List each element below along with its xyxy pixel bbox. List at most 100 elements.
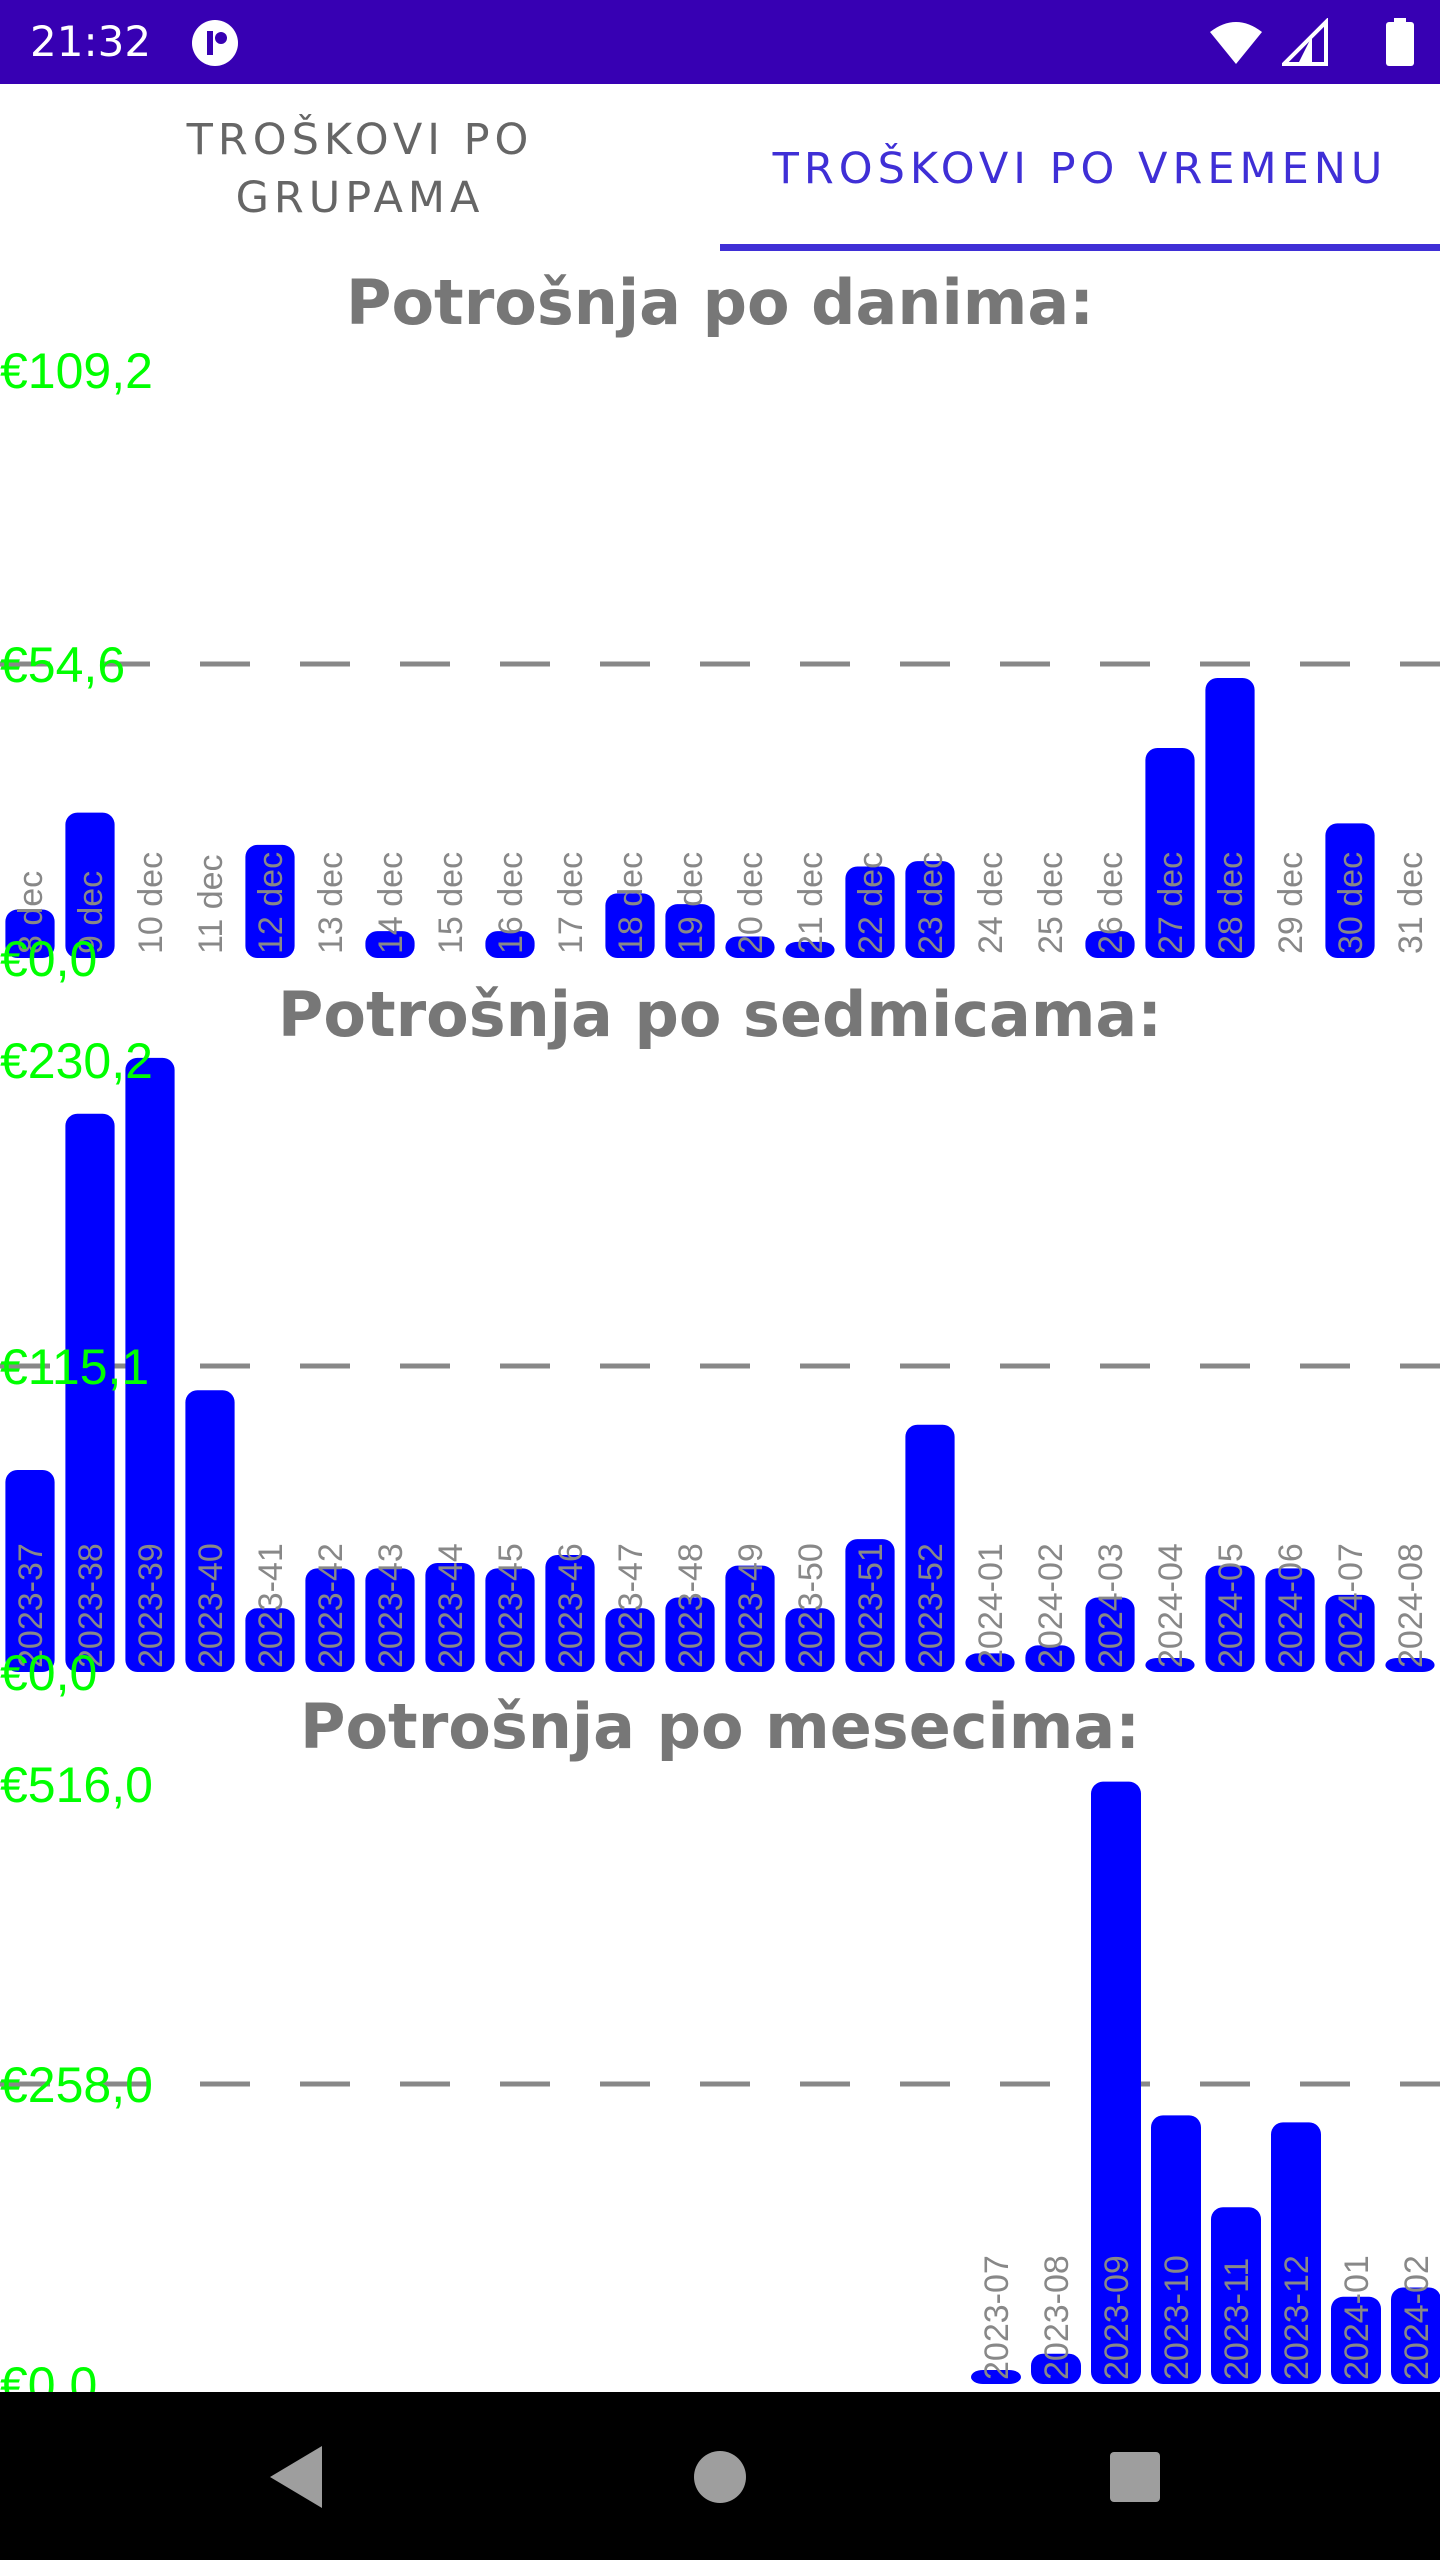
x-tick-label: 27 dec bbox=[1152, 852, 1190, 954]
navigation-bar bbox=[0, 2392, 1440, 2560]
x-tick-label: 2024-04 bbox=[1152, 1543, 1190, 1668]
bar-2023-44 bbox=[425, 1562, 475, 1672]
x-tick-label: 2024-03 bbox=[1092, 1543, 1130, 1668]
x-tick-label: 8 dec bbox=[12, 871, 50, 954]
bar-2023-08 bbox=[1031, 2353, 1081, 2384]
x-tick-label: 29 dec bbox=[1272, 852, 1310, 954]
x-tick-label: 24 dec bbox=[972, 852, 1010, 954]
bar-30-dec bbox=[1325, 823, 1375, 958]
x-tick-label: 10 dec bbox=[132, 852, 170, 954]
chart-title-monthly: Potrošnja po mesecima: bbox=[300, 1690, 1140, 1763]
x-tick-label: 2023-41 bbox=[252, 1543, 290, 1668]
tab-bar: TROŠKOVI PO GRUPAMA TROŠKOVI PO VREMENU bbox=[0, 84, 1440, 254]
bar-2023-52 bbox=[905, 1424, 955, 1672]
bar-18-dec bbox=[605, 893, 655, 958]
tab-costs-by-group[interactable]: TROŠKOVI PO GRUPAMA bbox=[0, 84, 720, 254]
bar-2023-40 bbox=[185, 1390, 235, 1672]
x-tick-label: 13 dec bbox=[312, 852, 350, 954]
x-tick-label: 2023-48 bbox=[672, 1543, 710, 1668]
recents-icon[interactable] bbox=[1090, 2432, 1180, 2522]
status-time: 21:32 bbox=[30, 17, 152, 66]
x-tick-label: 2024-01 bbox=[1338, 2255, 1376, 2380]
bar-16-dec bbox=[485, 931, 535, 958]
bar-2024-08 bbox=[1385, 1658, 1435, 1672]
battery-icon bbox=[1386, 18, 1414, 66]
x-tick-label: 2023-42 bbox=[312, 1543, 350, 1668]
x-tick-label: 19 dec bbox=[672, 852, 710, 954]
back-icon[interactable] bbox=[256, 2432, 346, 2522]
bar-8-dec bbox=[5, 909, 55, 958]
bar-2023-46 bbox=[545, 1555, 595, 1672]
chart-monthly-svg: 2023-07 2023-08 2023-09 2023-10 2023-11 2023-… bbox=[0, 1757, 1440, 2413]
bar-2023-09 bbox=[1091, 1781, 1141, 2384]
bar-2023-43 bbox=[365, 1568, 415, 1672]
bar-2023-11 bbox=[1211, 2207, 1261, 2384]
chart-weekly-svg: 2023-37 2023-38 2023-39 2023-40 2023-41 2023-… bbox=[0, 1033, 1440, 1701]
bar-9-dec bbox=[65, 812, 115, 958]
x-tick-label: 2023-07 bbox=[978, 2255, 1016, 2380]
x-tick-label: 30 dec bbox=[1332, 852, 1370, 954]
home-icon[interactable] bbox=[675, 2432, 765, 2522]
bar-2024-07 bbox=[1325, 1594, 1375, 1672]
x-tick-label: 2023-12 bbox=[1278, 2255, 1316, 2380]
x-tick-label: 2023-45 bbox=[492, 1543, 530, 1668]
x-tick-label: 2024-08 bbox=[1392, 1543, 1430, 1668]
bar-2023-51 bbox=[845, 1539, 895, 1672]
x-tick-label: 17 dec bbox=[552, 852, 590, 954]
y-tick-label: €0,0 bbox=[0, 931, 97, 987]
tab-costs-by-time-label: TROŠKOVI PO VREMENU bbox=[772, 144, 1388, 194]
x-tick-label: 2023-08 bbox=[1038, 2255, 1076, 2380]
x-tick-label: 20 dec bbox=[732, 852, 770, 954]
bar-2023-50 bbox=[785, 1608, 835, 1672]
x-tick-label: 9 dec bbox=[72, 871, 110, 954]
bar-2023-47 bbox=[605, 1608, 655, 1672]
bar-21-dec bbox=[785, 941, 835, 958]
x-tick-label: 2023-51 bbox=[852, 1543, 890, 1668]
bar-23-dec bbox=[905, 861, 955, 958]
y-tick-label: €109,2 bbox=[0, 343, 153, 399]
x-tick-label: 21 dec bbox=[792, 852, 830, 954]
y-tick-label: €516,0 bbox=[0, 1757, 153, 1813]
bar-2023-48 bbox=[665, 1597, 715, 1672]
bar-2023-07 bbox=[971, 2370, 1021, 2384]
x-tick-label: 2024-07 bbox=[1332, 1543, 1370, 1668]
bar-2023-38 bbox=[65, 1113, 115, 1672]
bar-27-dec bbox=[1145, 748, 1195, 958]
x-tick-label: 23 dec bbox=[912, 852, 950, 954]
bar-19-dec bbox=[665, 904, 715, 958]
x-tick-label: 2024-02 bbox=[1398, 2255, 1436, 2380]
bar-2023-37 bbox=[5, 1469, 55, 1672]
x-tick-label: 14 dec bbox=[372, 852, 410, 954]
x-tick-label: 2023-46 bbox=[552, 1543, 590, 1668]
tab-costs-by-time[interactable]: TROŠKOVI PO VREMENU bbox=[720, 84, 1440, 254]
y-tick-label: €258,0 bbox=[0, 2057, 153, 2113]
x-tick-label: 2024-05 bbox=[1212, 1543, 1250, 1668]
x-tick-label: 2023-52 bbox=[912, 1543, 950, 1668]
x-tick-label: 2023-10 bbox=[1158, 2255, 1196, 2380]
y-tick-label: €115,1 bbox=[0, 1339, 149, 1395]
bar-20-dec bbox=[725, 936, 775, 958]
bar-22-dec bbox=[845, 866, 895, 958]
x-tick-label: 2023-47 bbox=[612, 1543, 650, 1668]
bar-12-dec bbox=[245, 844, 295, 958]
x-tick-label: 2023-11 bbox=[1218, 2258, 1256, 2380]
x-tick-label: 2023-37 bbox=[12, 1543, 50, 1668]
x-tick-label: 2023-50 bbox=[792, 1543, 830, 1668]
bar-2023-10 bbox=[1151, 2115, 1201, 2384]
bar-2024-01 bbox=[1331, 2296, 1381, 2384]
x-tick-label: 16 dec bbox=[492, 852, 530, 954]
x-tick-label: 2023-39 bbox=[132, 1543, 170, 1668]
x-tick-label: 28 dec bbox=[1212, 852, 1250, 954]
x-tick-label: 25 dec bbox=[1032, 852, 1070, 954]
x-tick-label: 18 dec bbox=[612, 852, 650, 954]
chart-title-weekly: Potrošnja po sedmicama: bbox=[277, 978, 1163, 1051]
bar-2024-04 bbox=[1145, 1658, 1195, 1672]
bar-2024-01 bbox=[965, 1653, 1015, 1672]
chart-title-daily: Potrošnja po danima: bbox=[346, 266, 1094, 339]
bar-2024-02 bbox=[1025, 1645, 1075, 1672]
chart-daily-svg: 8 dec 9 dec 10 dec 11 dec 12 dec 13 dec 14 dec… bbox=[0, 343, 1440, 987]
x-tick-label: 11 dec bbox=[192, 854, 230, 954]
x-tick-label: 2023-38 bbox=[72, 1543, 110, 1668]
x-tick-label: 31 dec bbox=[1392, 852, 1430, 954]
bar-2023-45 bbox=[485, 1568, 535, 1672]
